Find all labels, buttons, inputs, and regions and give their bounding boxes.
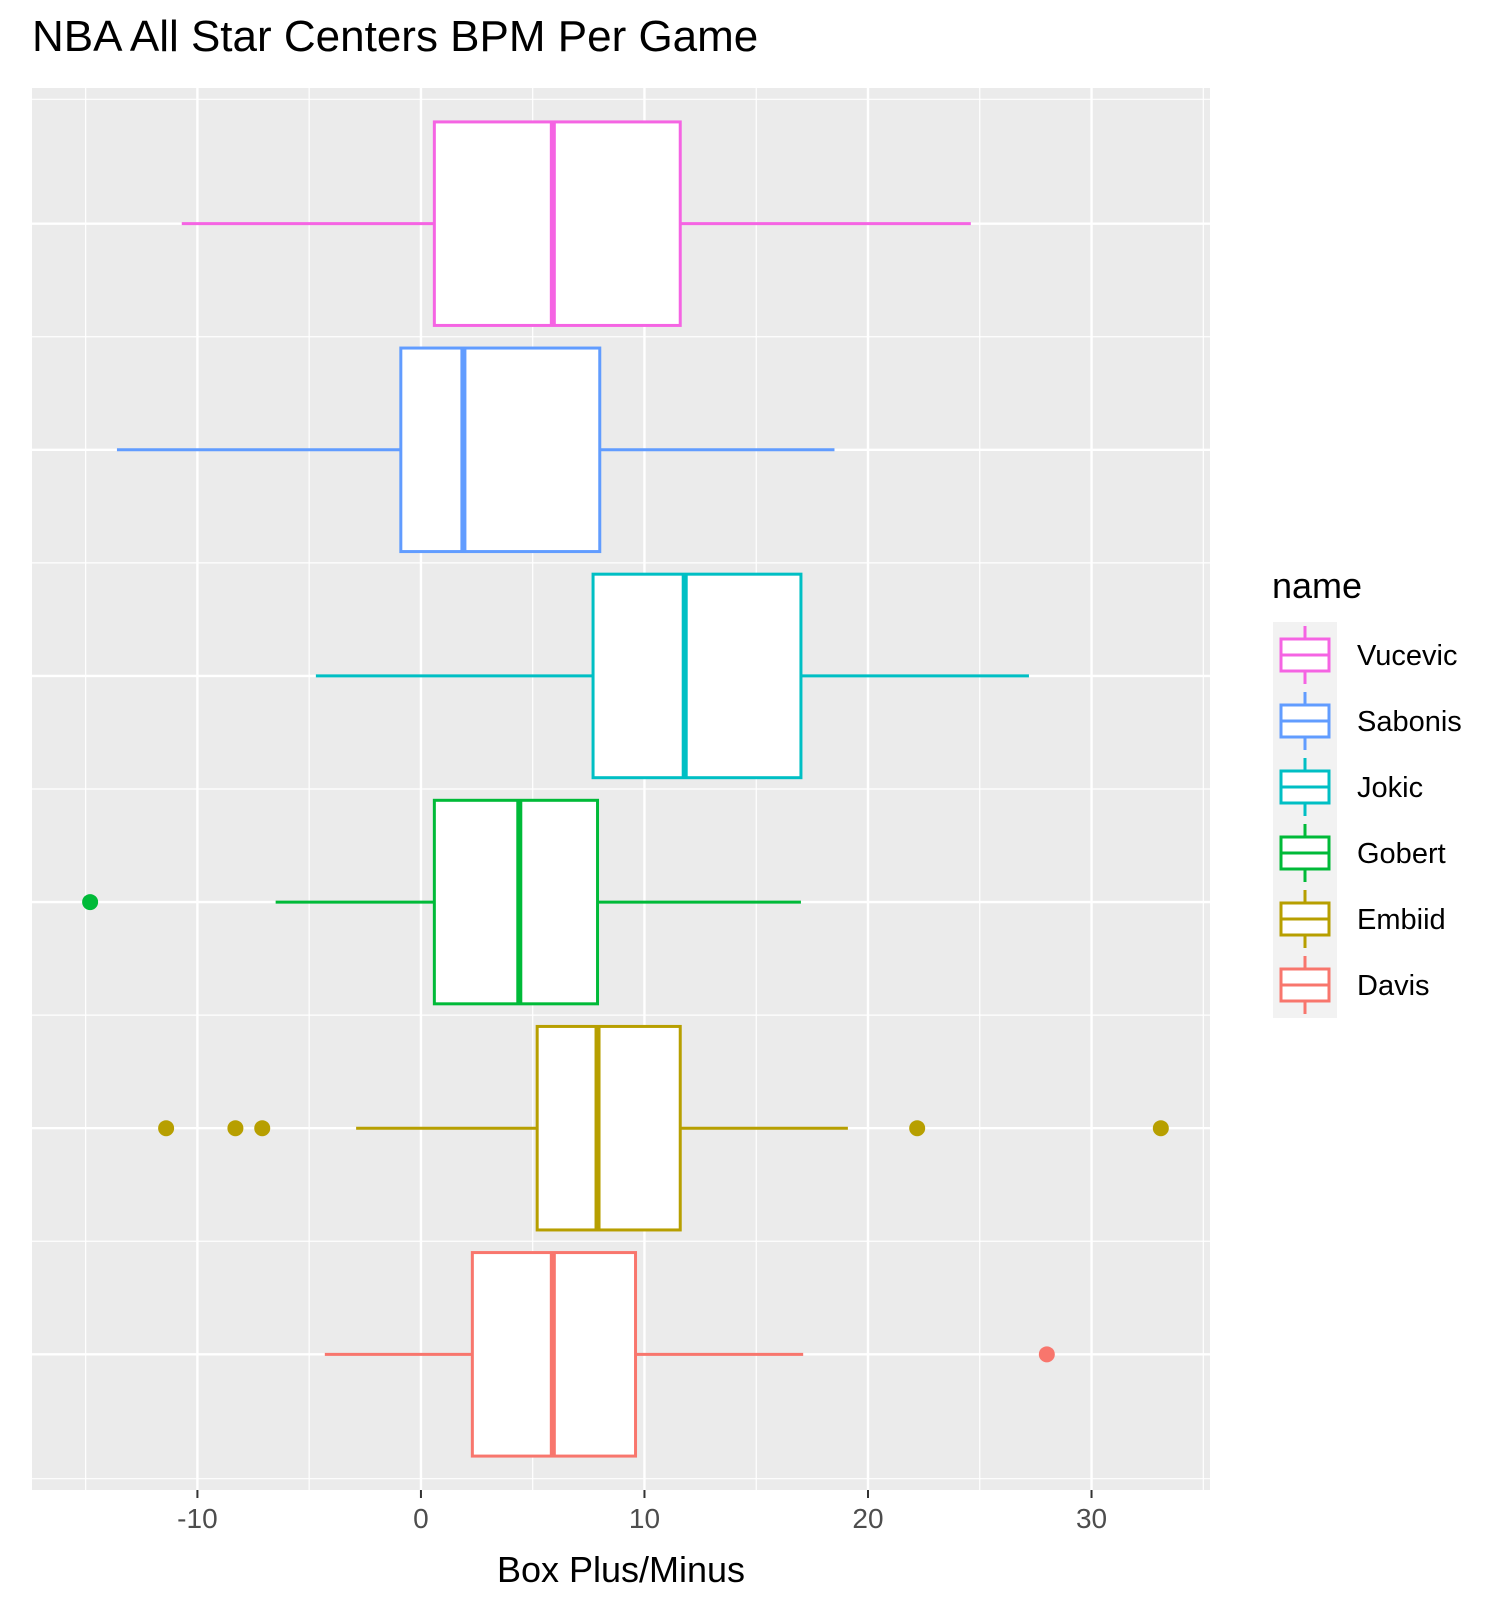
legend-item-embiid: Embiid bbox=[1279, 890, 1446, 948]
legend-title: name bbox=[1272, 565, 1362, 606]
legend-item-davis: Davis bbox=[1279, 956, 1430, 1014]
chart-title: NBA All Star Centers BPM Per Game bbox=[32, 12, 759, 61]
x-axis-title: Box Plus/Minus bbox=[497, 1549, 745, 1590]
box-davis bbox=[324, 1251, 1055, 1458]
box-layer bbox=[82, 120, 1169, 1458]
legend-item-jokic: Jokic bbox=[1279, 758, 1423, 816]
iqr-box bbox=[432, 120, 682, 327]
box-vucevic bbox=[181, 120, 971, 327]
box-embiid bbox=[158, 1024, 1169, 1232]
legend-key-background bbox=[1273, 622, 1337, 1018]
legend-label: Davis bbox=[1357, 970, 1430, 1002]
outlier-point bbox=[254, 1120, 271, 1137]
x-tick-label: 10 bbox=[629, 1503, 660, 1534]
iqr-box bbox=[399, 346, 602, 554]
box-sabonis bbox=[116, 346, 835, 554]
iqr-box bbox=[591, 572, 803, 780]
x-tick-label: -10 bbox=[177, 1503, 217, 1534]
iqr-box bbox=[432, 798, 600, 1006]
legend-item-vucevic: Vucevic bbox=[1279, 626, 1457, 684]
box-gobert bbox=[82, 798, 801, 1006]
legend-item-gobert: Gobert bbox=[1279, 824, 1446, 882]
outlier-point bbox=[1038, 1346, 1055, 1363]
outlier-point bbox=[909, 1120, 926, 1137]
outlier-point bbox=[82, 894, 99, 911]
iqr-box bbox=[535, 1024, 682, 1232]
outlier-point bbox=[1152, 1120, 1169, 1137]
outlier-point bbox=[158, 1120, 175, 1137]
x-tick-label: 0 bbox=[413, 1503, 429, 1534]
outlier-point bbox=[227, 1120, 244, 1137]
x-tick-label: 30 bbox=[1076, 1503, 1107, 1534]
x-tick-label: 20 bbox=[852, 1503, 883, 1534]
legend-items: Vucevic Sabonis Jokic Gobert Embiid Davis bbox=[1279, 626, 1462, 1014]
legend: name Vucevic Sabonis Jokic Gobert Embiid Davi… bbox=[1272, 565, 1462, 1018]
box-jokic bbox=[315, 572, 1029, 780]
legend-label: Sabonis bbox=[1357, 706, 1462, 738]
legend-label: Vucevic bbox=[1357, 640, 1457, 672]
legend-label: Gobert bbox=[1357, 838, 1446, 870]
legend-label: Jokic bbox=[1357, 772, 1423, 804]
legend-label: Embiid bbox=[1357, 904, 1446, 936]
x-axis-ticks: -10 0 10 20 30 bbox=[177, 1490, 1107, 1534]
legend-item-sabonis: Sabonis bbox=[1279, 692, 1462, 750]
